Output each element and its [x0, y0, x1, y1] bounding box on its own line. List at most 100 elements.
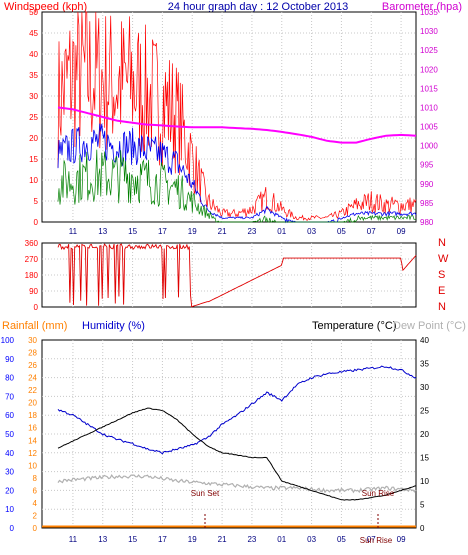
rain-tick-label: 16 [28, 424, 37, 433]
x-tick-label: 15 [128, 535, 137, 544]
graph-title: 24 hour graph day : 12 October 2013 [168, 1, 348, 13]
baro-tick-label: 980 [420, 218, 434, 227]
humidity-tick-label: 70 [5, 392, 14, 401]
x-tick-label: 15 [128, 227, 137, 236]
compass-label: S [438, 269, 445, 281]
baro-tick-label: 1000 [420, 142, 438, 151]
wind-tick-label: 0 [34, 218, 39, 227]
x-tick-label: 11 [69, 227, 78, 236]
rain-tick-label: 22 [28, 386, 37, 395]
baro-tick-label: 985 [420, 199, 434, 208]
temperature-tick-label: 0 [420, 524, 425, 533]
temp-x-axis-labels: 11 13 15 17 19 21 23 01 03 05 07 09 [69, 535, 406, 544]
wind-tick-label: 40 [29, 50, 38, 59]
humidity-series-line [57, 365, 417, 455]
baro-tick-label: 1010 [420, 103, 438, 112]
x-tick-label: 05 [337, 535, 346, 544]
wind-series [57, 11, 417, 224]
temperature-tick-label: 35 [420, 360, 429, 369]
wind-x-axis-labels: 11 13 15 17 19 21 23 01 03 05 07 09 [69, 227, 406, 236]
humidity-y-axis-labels: 0 10 20 30 40 50 60 70 80 90 100 [1, 336, 15, 533]
x-tick-label: 19 [188, 535, 197, 544]
dewpoint-title: Dew Point (°C) [393, 320, 466, 332]
rain-tick-label: 28 [28, 349, 37, 358]
direction-tick-label: 90 [29, 287, 38, 296]
rain-tick-label: 12 [28, 449, 37, 458]
rain-title: Rainfall (mm) [2, 320, 67, 332]
wind-tick-label: 25 [29, 113, 38, 122]
x-tick-label: 13 [98, 227, 107, 236]
x-tick-label: 17 [158, 227, 167, 236]
baro-y-axis-labels: 980 985 990 995 1000 1005 1010 1015 1020 1025 1030… [420, 8, 438, 227]
wind-series-line [57, 123, 417, 224]
temperature-title: Temperature (°C) [312, 320, 396, 332]
x-tick-label: 03 [307, 535, 316, 544]
baro-tick-label: 1005 [420, 123, 438, 132]
baro-tick-label: 1035 [420, 8, 438, 17]
sunset-label: Sun Set [191, 489, 220, 498]
dewpoint-series-line [57, 473, 417, 494]
temperature-tick-label: 20 [420, 430, 429, 439]
baro-tick-label: 1030 [420, 27, 438, 36]
humidity-tick-label: 60 [5, 411, 14, 420]
wind-tick-label: 30 [29, 92, 38, 101]
x-tick-label: 07 [367, 535, 376, 544]
x-tick-label: 09 [397, 227, 406, 236]
rain-tick-label: 20 [28, 399, 37, 408]
rain-tick-label: 0 [33, 524, 38, 533]
rain-tick-label: 30 [28, 336, 37, 345]
baro-tick-label: 990 [420, 180, 434, 189]
x-tick-label: 21 [218, 535, 227, 544]
rain-tick-label: 24 [28, 374, 37, 383]
x-tick-label: 01 [277, 227, 286, 236]
compass-label: E [438, 285, 445, 297]
x-tick-label: 07 [367, 227, 376, 236]
wind-tick-label: 50 [29, 8, 38, 17]
sunrise-axis-label: Sun Rise [360, 536, 393, 545]
rain-tick-label: 4 [33, 499, 38, 508]
compass-label: N [438, 301, 446, 313]
temperature-tick-label: 25 [420, 407, 429, 416]
x-tick-label: 05 [337, 227, 346, 236]
x-tick-label: 19 [188, 227, 197, 236]
compass-label: N [438, 237, 446, 249]
humidity-tick-label: 10 [5, 505, 14, 514]
wind-y-axis-labels: 0 5 10 15 20 25 30 35 40 45 50 [29, 8, 38, 227]
x-tick-label: 21 [218, 227, 227, 236]
temperature-series-line [57, 407, 417, 501]
x-tick-label: 23 [247, 227, 256, 236]
sun-annotations: Sun Set Sun Rise Sun Rise [191, 489, 395, 545]
temperature-tick-label: 40 [420, 336, 429, 345]
humidity-tick-label: 100 [1, 336, 15, 345]
temp-series [42, 365, 417, 528]
humidity-tick-label: 0 [10, 524, 15, 533]
wind-tick-label: 20 [29, 134, 38, 143]
wind-tick-label: 5 [34, 197, 39, 206]
baro-tick-label: 1025 [420, 46, 438, 55]
baro-title: Barometer (hpa) [382, 1, 462, 13]
rain-tick-label: 8 [33, 474, 38, 483]
baro-tick-label: 995 [420, 161, 434, 170]
x-tick-label: 01 [277, 535, 286, 544]
wind-title: Windspeed (kph) [4, 1, 87, 13]
direction-tick-label: 0 [34, 303, 39, 312]
direction-series-line [57, 243, 417, 308]
humidity-tick-label: 20 [5, 486, 14, 495]
direction-tick-label: 180 [25, 271, 39, 280]
x-tick-label: 17 [158, 535, 167, 544]
direction-tick-label: 360 [25, 239, 39, 248]
temperature-tick-label: 30 [420, 383, 429, 392]
x-tick-label: 23 [247, 535, 256, 544]
baro-tick-label: 1020 [420, 65, 438, 74]
rain-tick-label: 2 [33, 511, 38, 520]
x-tick-label: 11 [69, 535, 78, 544]
rain-tick-label: 14 [28, 436, 37, 445]
humidity-tick-label: 90 [5, 355, 14, 364]
rain-tick-label: 18 [28, 411, 37, 420]
x-tick-label: 13 [98, 535, 107, 544]
temperature-y-axis-labels: 0 5 10 15 20 25 30 35 40 [420, 336, 429, 533]
rain-tick-label: 10 [28, 461, 37, 470]
temperature-tick-label: 5 [420, 501, 425, 510]
